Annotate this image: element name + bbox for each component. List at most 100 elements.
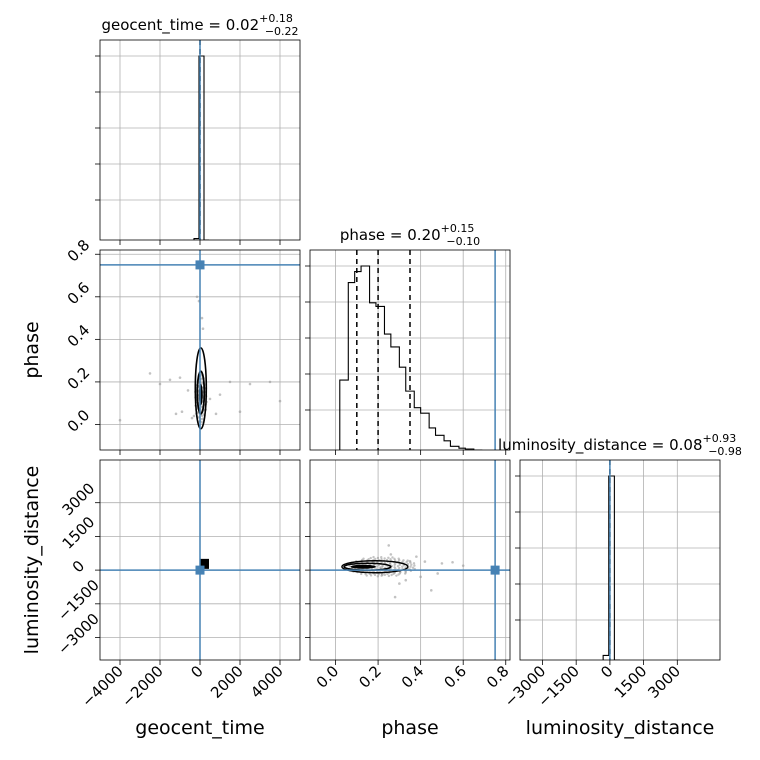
sample-point <box>429 589 433 592</box>
histogram-title: phase = 0.20+0.15 −0.10 <box>340 222 480 248</box>
sample-point <box>401 565 404 568</box>
x-tick-label: 0.6 <box>440 662 470 692</box>
x-tick-label: 1500 <box>611 662 651 702</box>
panel-frame <box>309 249 511 451</box>
sample-point <box>415 555 418 558</box>
sample-point <box>436 572 439 575</box>
sample-point <box>373 573 377 577</box>
x-axis-label: luminosity_distance <box>526 717 715 739</box>
sample-point <box>451 560 454 564</box>
sample-point <box>380 555 383 559</box>
sample-point <box>228 380 232 384</box>
truth-marker <box>195 260 205 270</box>
sample-point <box>376 575 380 578</box>
sample-point <box>387 544 391 547</box>
scatter-points <box>372 544 465 599</box>
panel-phase-vs-luminosity-distance: 0.0 0.2 0.4 0.6 0.8 <box>305 459 513 692</box>
sample-point <box>374 557 377 561</box>
sample-point <box>377 573 380 576</box>
sample-point <box>380 558 383 561</box>
sample-point <box>186 389 190 392</box>
histogram-geocent-time: geocent_time = 0.02+0.18 −0.22 <box>95 12 301 245</box>
sample-point <box>148 372 152 375</box>
sample-point <box>192 414 196 418</box>
sample-point <box>178 376 182 379</box>
sample-point <box>389 553 393 556</box>
sample-point <box>383 557 386 560</box>
x-tick-label: 0 <box>597 662 616 681</box>
contour-inner <box>196 370 206 415</box>
sample-point <box>395 574 398 577</box>
sample-point <box>248 382 252 386</box>
x-tick-label: 2000 <box>207 662 247 702</box>
grid-x <box>335 250 507 450</box>
sample-point <box>190 416 194 420</box>
sample-point <box>174 412 178 416</box>
sample-point <box>394 567 397 570</box>
sample-point <box>406 562 410 566</box>
sample-point <box>238 410 242 414</box>
sample-point <box>360 572 363 576</box>
sample-point <box>461 564 465 567</box>
title-lower-error: −0.10 <box>446 235 480 248</box>
sample-point <box>118 418 122 422</box>
x-tick-label: 0 <box>187 662 206 681</box>
x-tick-label: 0.0 <box>313 662 343 692</box>
density-contours <box>341 555 416 578</box>
panel-frame <box>309 459 511 661</box>
sample-point <box>180 410 184 414</box>
sample-point <box>409 565 412 568</box>
sample-point <box>393 557 396 561</box>
title-upper-error: +0.18 <box>259 12 293 25</box>
density-contours <box>194 347 208 430</box>
sample-point <box>387 556 390 559</box>
y-tick-label: 0.0 <box>64 406 94 436</box>
y-tick-label: 3000 <box>59 479 99 519</box>
sample-point <box>440 562 444 565</box>
sample-point <box>201 327 205 331</box>
y-tick-label: 1500 <box>59 513 99 553</box>
sample-point <box>380 574 383 577</box>
x-tick-label: −2000 <box>118 662 167 711</box>
histogram-steps <box>193 55 209 240</box>
x-tick-label: 3000 <box>644 662 684 702</box>
grid-y <box>520 475 720 621</box>
title-lower-error: −0.22 <box>265 25 299 38</box>
sample-point <box>409 561 412 564</box>
sample-point <box>410 563 413 566</box>
sample-point <box>348 565 351 568</box>
sample-point <box>391 556 394 559</box>
panel-frame <box>519 459 721 661</box>
truth-marker <box>195 565 205 575</box>
title-main: geocent_time = 0.02 <box>101 16 259 35</box>
sample-point <box>375 565 379 568</box>
sample-point <box>214 412 218 416</box>
y-tick-label: 0.2 <box>64 364 94 394</box>
sample-point <box>362 557 365 560</box>
sample-point <box>386 572 389 576</box>
sample-point <box>406 559 409 562</box>
sample-point <box>200 421 204 424</box>
x-tick-label: 0.8 <box>483 662 513 692</box>
x-axis-label: phase <box>381 717 438 739</box>
histogram-steps <box>602 475 620 660</box>
density-core <box>200 558 209 569</box>
sample-point <box>369 574 373 577</box>
sample-point <box>381 564 384 567</box>
sample-point <box>195 295 199 299</box>
sample-point <box>388 561 392 565</box>
sample-point <box>423 560 427 563</box>
sample-point <box>208 397 212 401</box>
sample-point <box>397 573 400 576</box>
y-tick-label: 0.6 <box>64 278 94 308</box>
sample-point <box>268 380 272 384</box>
sample-point <box>411 566 415 569</box>
x-axis-label: geocent_time <box>135 717 264 739</box>
sample-point <box>387 574 391 578</box>
x-tick-label: 0.2 <box>355 662 385 692</box>
sample-point <box>200 316 204 320</box>
sample-point <box>402 559 405 562</box>
title-lower-error: −0.98 <box>708 445 742 458</box>
